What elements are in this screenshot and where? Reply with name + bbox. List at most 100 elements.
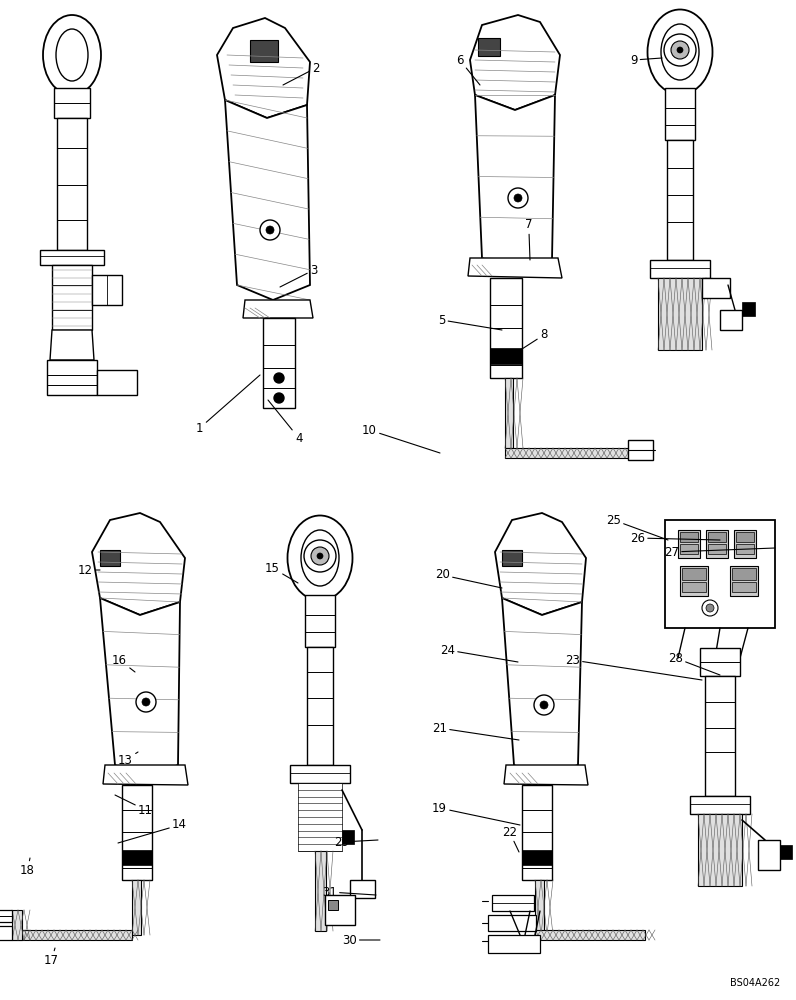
Bar bbox=[736, 544, 754, 554]
Text: 7: 7 bbox=[525, 219, 533, 260]
Ellipse shape bbox=[56, 29, 88, 81]
Circle shape bbox=[514, 194, 522, 202]
Bar bbox=[522, 850, 552, 865]
Bar bbox=[122, 850, 152, 865]
Circle shape bbox=[274, 373, 284, 383]
Bar bbox=[680, 566, 708, 596]
Text: 17: 17 bbox=[44, 948, 59, 966]
Text: 19: 19 bbox=[432, 802, 520, 825]
Bar bbox=[307, 647, 333, 765]
Bar bbox=[678, 530, 700, 558]
Bar bbox=[680, 544, 698, 554]
Polygon shape bbox=[475, 95, 555, 272]
Bar bbox=[680, 532, 698, 542]
Circle shape bbox=[311, 547, 329, 565]
Bar bbox=[490, 278, 522, 378]
Circle shape bbox=[671, 41, 689, 59]
Text: 18: 18 bbox=[20, 858, 35, 876]
Bar bbox=[682, 582, 706, 592]
Bar bbox=[12, 930, 132, 940]
Bar bbox=[100, 550, 120, 566]
Circle shape bbox=[304, 540, 336, 572]
Polygon shape bbox=[504, 765, 588, 785]
Bar bbox=[305, 595, 335, 647]
Bar bbox=[730, 566, 758, 596]
Bar bbox=[732, 568, 756, 580]
Text: 30: 30 bbox=[342, 934, 380, 946]
Polygon shape bbox=[495, 513, 586, 615]
Text: 12: 12 bbox=[78, 564, 100, 576]
Text: 29: 29 bbox=[334, 836, 378, 848]
Bar bbox=[488, 915, 536, 931]
Bar bbox=[535, 880, 544, 935]
Text: 8: 8 bbox=[508, 328, 548, 358]
Polygon shape bbox=[52, 265, 92, 330]
Polygon shape bbox=[243, 300, 313, 318]
Bar bbox=[628, 440, 653, 460]
Polygon shape bbox=[54, 88, 90, 118]
Ellipse shape bbox=[661, 24, 699, 80]
Text: 4: 4 bbox=[268, 400, 302, 444]
Bar bbox=[708, 544, 726, 554]
Text: 21: 21 bbox=[432, 722, 519, 740]
Polygon shape bbox=[103, 765, 188, 785]
Circle shape bbox=[677, 47, 683, 53]
Bar bbox=[478, 38, 500, 56]
Bar bbox=[0, 910, 12, 922]
Polygon shape bbox=[47, 360, 97, 395]
Bar bbox=[742, 302, 755, 316]
Text: 16: 16 bbox=[112, 654, 135, 672]
Polygon shape bbox=[92, 275, 122, 305]
Text: 23: 23 bbox=[565, 654, 702, 680]
Circle shape bbox=[136, 692, 156, 712]
Text: 13: 13 bbox=[118, 752, 138, 766]
Polygon shape bbox=[40, 250, 104, 265]
Bar bbox=[705, 676, 735, 796]
Text: 24: 24 bbox=[440, 644, 518, 662]
Text: 9: 9 bbox=[630, 53, 662, 66]
Text: 1: 1 bbox=[196, 375, 260, 434]
Bar bbox=[325, 895, 355, 925]
Bar bbox=[706, 530, 728, 558]
Bar bbox=[780, 845, 792, 859]
Polygon shape bbox=[690, 796, 750, 814]
Polygon shape bbox=[100, 598, 180, 778]
Text: 28: 28 bbox=[668, 652, 720, 675]
Bar bbox=[12, 910, 22, 940]
Bar bbox=[490, 348, 522, 364]
Text: 20: 20 bbox=[435, 568, 502, 588]
Bar bbox=[263, 318, 295, 408]
Bar bbox=[488, 935, 540, 953]
Text: 31: 31 bbox=[322, 886, 376, 898]
Polygon shape bbox=[50, 330, 94, 360]
Bar bbox=[522, 785, 552, 880]
Text: 2: 2 bbox=[283, 62, 319, 85]
Bar bbox=[0, 926, 12, 940]
Bar bbox=[535, 930, 645, 940]
Circle shape bbox=[706, 604, 714, 612]
Text: 6: 6 bbox=[456, 53, 480, 85]
Polygon shape bbox=[97, 370, 137, 395]
Bar bbox=[665, 88, 695, 140]
Ellipse shape bbox=[287, 516, 353, 600]
Polygon shape bbox=[502, 598, 582, 778]
Text: 26: 26 bbox=[630, 532, 720, 544]
Bar bbox=[736, 532, 754, 542]
Bar bbox=[708, 532, 726, 542]
Text: 22: 22 bbox=[502, 826, 519, 852]
Circle shape bbox=[540, 701, 548, 709]
Bar bbox=[665, 520, 775, 628]
Bar bbox=[698, 814, 742, 886]
Ellipse shape bbox=[647, 9, 712, 95]
Bar bbox=[250, 40, 278, 62]
Bar bbox=[502, 550, 522, 566]
Ellipse shape bbox=[301, 530, 339, 586]
Bar bbox=[328, 900, 338, 910]
Bar bbox=[732, 582, 756, 592]
Polygon shape bbox=[468, 258, 562, 278]
Bar bbox=[350, 880, 375, 898]
Bar bbox=[758, 840, 780, 870]
Polygon shape bbox=[650, 260, 710, 278]
Bar bbox=[667, 140, 693, 260]
Bar bbox=[122, 785, 152, 880]
